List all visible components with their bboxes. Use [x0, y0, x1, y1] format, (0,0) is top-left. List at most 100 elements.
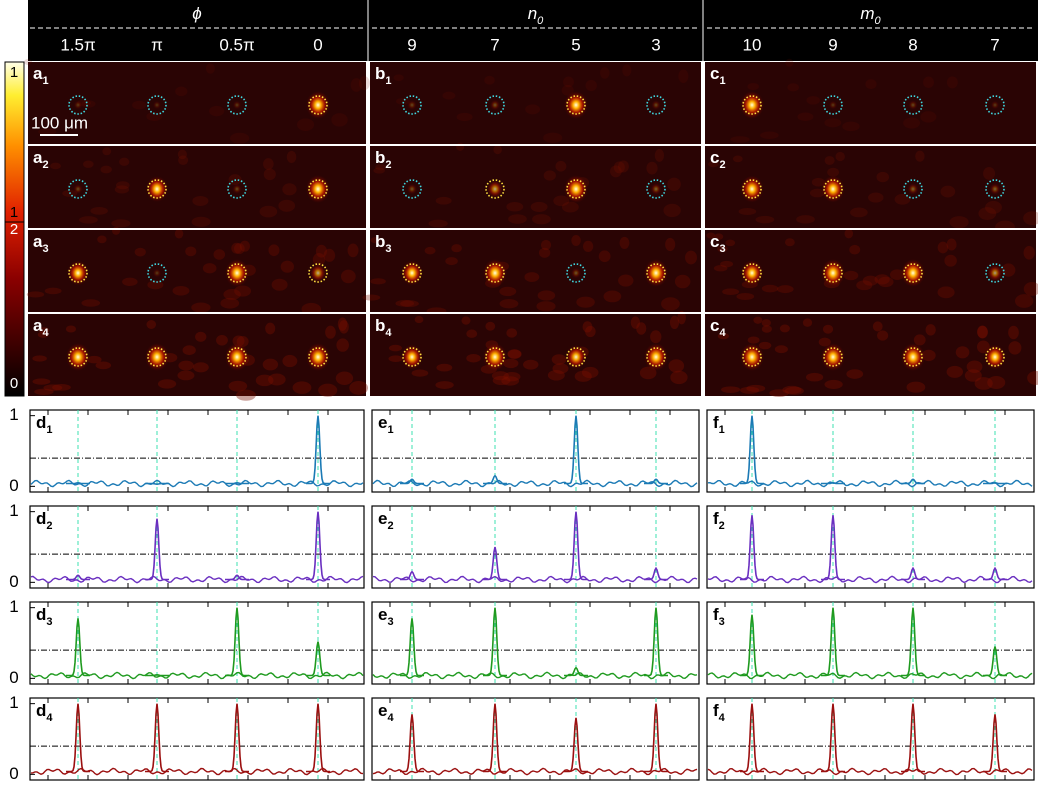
roi-circle [68, 263, 88, 283]
speckle [842, 121, 860, 132]
speckle [732, 155, 743, 163]
roi-circle [823, 263, 843, 283]
speckle [340, 269, 356, 284]
speckle [949, 216, 969, 229]
speckle [456, 142, 465, 151]
speckle [725, 239, 736, 247]
speckle [818, 337, 831, 347]
panel-label-main: c [710, 148, 719, 167]
speckle [862, 275, 879, 286]
peak [644, 478, 668, 485]
speckle [665, 237, 676, 252]
speckle [182, 345, 196, 356]
speckle [52, 383, 71, 391]
noise-floor [30, 479, 364, 488]
speckle [501, 376, 520, 386]
speckle [485, 321, 496, 331]
speckle [536, 301, 556, 312]
panel-label: b1 [375, 64, 392, 86]
speckle [507, 349, 522, 359]
panel-label: a3 [33, 232, 49, 254]
peak [306, 511, 330, 581]
spot [907, 183, 919, 195]
speckle [889, 269, 905, 280]
panel-label-sub: 2 [42, 159, 48, 171]
group-title: ϕ [192, 4, 201, 23]
panel-label: a2 [33, 148, 49, 170]
speckle [806, 95, 820, 105]
speckle [506, 328, 518, 338]
speckle [843, 270, 859, 281]
roi-circle [227, 179, 247, 199]
speckle [286, 150, 297, 164]
panel-label-sub: 3 [385, 243, 391, 255]
peak [66, 703, 90, 773]
y-tick-label: 1 [9, 501, 18, 520]
speckle [1001, 263, 1016, 277]
speckle [543, 170, 556, 181]
speckle [576, 296, 595, 308]
plot-label-sub: 2 [387, 520, 393, 532]
speckle [668, 359, 685, 373]
speckle [146, 111, 163, 121]
panel-label-sub: 4 [719, 327, 726, 339]
speckle [32, 355, 47, 362]
speckle [978, 207, 997, 220]
speckle [877, 276, 894, 288]
speckle [278, 199, 296, 212]
plot-label: f4 [713, 701, 726, 723]
column-label: 10 [743, 35, 762, 54]
speckle [530, 201, 548, 212]
peak [740, 614, 764, 677]
plot-label: f1 [713, 413, 725, 435]
plot-frame [371, 409, 700, 493]
speckle [543, 132, 563, 144]
roi-circle [308, 179, 328, 199]
column-label: 9 [407, 35, 416, 54]
speckle [599, 67, 610, 79]
plot-label-main: d [36, 509, 46, 528]
plot-label-sub: 4 [387, 712, 394, 724]
plot-label-main: e [378, 605, 387, 624]
speckle [400, 300, 419, 308]
spot [908, 100, 918, 110]
y-tick-label: 0 [9, 764, 18, 783]
plot-frame [706, 505, 1035, 589]
speckle [805, 372, 824, 382]
image-panel [370, 62, 701, 144]
speckle [920, 111, 937, 123]
peak [740, 515, 764, 581]
roi-circle [227, 263, 247, 283]
speckle [38, 128, 57, 135]
peak [983, 714, 1007, 773]
speckle [553, 195, 570, 207]
speckle [503, 358, 519, 369]
speckle [115, 181, 130, 190]
speckle [937, 241, 949, 254]
speckle [811, 177, 826, 187]
noise-floor [372, 479, 698, 488]
speckle [296, 118, 315, 131]
speckle [784, 238, 795, 247]
speckle [720, 260, 734, 268]
speckle [147, 280, 164, 290]
speckle [809, 188, 825, 198]
speckle [414, 315, 424, 324]
speckle [157, 379, 177, 389]
speckle [874, 274, 890, 285]
speckle [114, 185, 130, 194]
peak [564, 666, 588, 677]
peak [483, 703, 507, 773]
speckle [738, 207, 757, 216]
plot-label-main: f [713, 413, 719, 432]
speckle [44, 287, 62, 295]
speckle [493, 145, 502, 155]
speckle [876, 171, 890, 183]
spot [987, 264, 1003, 282]
speckle [824, 118, 842, 128]
speckle [646, 161, 658, 175]
plot-label-main: e [378, 413, 387, 432]
speckle [239, 240, 251, 252]
speckle [944, 254, 957, 267]
speckle [797, 112, 814, 121]
